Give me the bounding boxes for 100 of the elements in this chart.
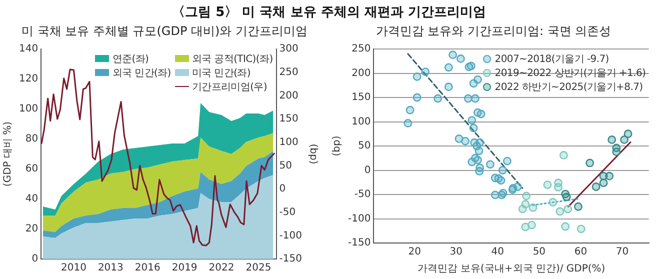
point — [612, 144, 621, 152]
point — [476, 110, 486, 118]
y-tick-label: 0 — [32, 254, 38, 265]
point — [469, 124, 478, 132]
y-tick-label: 250 — [352, 44, 371, 55]
point — [528, 203, 538, 212]
x-tick-label: 70 — [616, 246, 629, 258]
point — [486, 160, 494, 169]
y2-tick-label: -100 — [279, 230, 302, 242]
point — [468, 116, 476, 124]
point — [461, 136, 470, 146]
legend-label: 2019~2022 상반기(기울기 +1.6) — [494, 66, 646, 80]
point — [586, 158, 594, 168]
chart-title: 가격민감 보유와 기간프리미엄: 국면 의존성 — [374, 23, 612, 40]
x-axis-title: 가격민감 보유(국내+외국 민간)/ GDP(%) — [417, 264, 606, 275]
point — [564, 204, 572, 214]
y2-tick-label: 250 — [279, 66, 298, 78]
point — [561, 222, 570, 231]
point — [406, 106, 414, 114]
x-tick-label: 50 — [532, 246, 546, 258]
legend-label: 외국 민간(좌) — [112, 66, 171, 80]
y2-tick-label: 150 — [279, 114, 298, 125]
x-tick-label: 2010 — [60, 262, 86, 274]
y-tick-label: -50 — [354, 189, 371, 200]
y-tick-label: -150 — [348, 238, 371, 249]
y2-tick-label: 100 — [279, 136, 298, 148]
x-tick-label: 2022 — [208, 262, 234, 274]
y-tick-label: 40 — [25, 194, 38, 205]
x-tick-label: 40 — [491, 246, 504, 258]
chart-subtitle: 미 국채 보유 주체별 규모(GDP 대비)와 기간프리미엄 — [20, 23, 309, 40]
point — [624, 130, 632, 138]
point — [513, 182, 522, 191]
point — [456, 54, 465, 63]
point — [474, 75, 482, 84]
legend-label: 기간프리미엄(우) — [192, 80, 267, 94]
y-tick-label: 120 — [18, 74, 38, 85]
point — [448, 50, 457, 60]
point — [543, 180, 552, 189]
x-tick-label: 2019 — [172, 262, 198, 274]
point — [576, 224, 586, 234]
x-tick-label: 30 — [450, 246, 462, 258]
y-tick-label: 140 — [18, 44, 38, 55]
point — [522, 192, 530, 200]
point — [471, 94, 480, 103]
y-tick-label: 0 — [364, 164, 371, 176]
x-tick-label: 2013 — [98, 262, 124, 274]
y-tick-label: 80 — [25, 134, 38, 145]
text: 〈그림 5〉 미 국채 보유 주체의 재편과 기간프리미엄 — [171, 4, 487, 21]
x-tick-label: 2016 — [134, 262, 160, 274]
y-tick-label: -100 — [348, 213, 371, 224]
point — [599, 178, 608, 188]
y-tick-label: 150 — [352, 92, 371, 104]
y2-tick-label: 300 — [279, 44, 298, 55]
point — [464, 94, 472, 103]
legend-label: 미국 민간(좌) — [192, 66, 250, 80]
point — [548, 198, 558, 206]
legend-label: 외국 공적(TIC)(좌) — [192, 52, 273, 66]
y-tick-label: 100 — [352, 116, 371, 128]
point — [605, 172, 614, 180]
point — [503, 156, 512, 166]
point — [412, 93, 422, 102]
point — [556, 207, 564, 216]
y-tick-label: 20 — [25, 224, 38, 235]
y2-axis-title: (bp) — [307, 144, 318, 164]
point — [444, 82, 453, 92]
point — [562, 192, 571, 202]
point — [608, 135, 616, 144]
point — [528, 220, 536, 230]
point — [475, 167, 484, 176]
point — [421, 68, 430, 76]
y2-tick-label: -150 — [279, 254, 302, 265]
point — [521, 200, 530, 208]
point — [620, 135, 628, 144]
point — [474, 156, 482, 164]
legend-label: 2022 하반기~2025(기울기+8.7) — [494, 80, 643, 94]
point — [592, 182, 600, 191]
point — [404, 119, 412, 128]
y2-tick-label: 50 — [279, 160, 292, 172]
y-axis-title: (GDP 대비 %) — [2, 121, 14, 187]
y-tick-label: 60 — [25, 164, 38, 175]
legend-label: 연준(좌) — [112, 52, 149, 66]
y2-tick-label: 0 — [279, 184, 286, 195]
x-tick-label: 2025 — [246, 262, 272, 274]
x-tick-label: 60 — [574, 246, 588, 258]
legend-label: 2007~2018(기울기 -9.7) — [494, 52, 609, 66]
point — [574, 202, 582, 211]
point — [496, 176, 506, 185]
point — [474, 146, 484, 156]
point — [434, 94, 442, 103]
y-tick-label: 200 — [352, 68, 371, 79]
y-tick-label: 50 — [358, 140, 371, 152]
y-axis-title: (bp) — [332, 136, 343, 156]
point — [412, 72, 422, 81]
y-tick-label: 100 — [18, 104, 38, 115]
point — [559, 151, 568, 160]
point — [444, 63, 453, 72]
point — [554, 183, 562, 192]
point — [498, 166, 507, 174]
y2-tick-label: 200 — [279, 90, 298, 102]
x-tick-label: 20 — [408, 246, 421, 258]
